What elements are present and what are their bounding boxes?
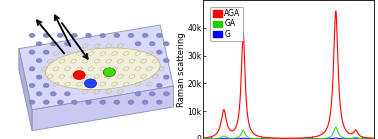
Circle shape: [84, 79, 96, 88]
Circle shape: [71, 33, 77, 38]
Circle shape: [142, 100, 148, 104]
Circle shape: [43, 83, 49, 88]
Circle shape: [57, 33, 64, 38]
Circle shape: [163, 92, 169, 96]
Circle shape: [103, 68, 115, 77]
Circle shape: [85, 100, 91, 104]
Circle shape: [36, 75, 42, 79]
Circle shape: [29, 100, 35, 104]
Legend: AGA, GA, G: AGA, GA, G: [210, 7, 243, 41]
Circle shape: [43, 50, 49, 54]
Circle shape: [71, 100, 77, 104]
Circle shape: [128, 100, 134, 104]
Circle shape: [29, 33, 35, 38]
Circle shape: [142, 33, 148, 38]
Circle shape: [29, 50, 35, 54]
Circle shape: [50, 92, 56, 96]
Y-axis label: Raman scattering: Raman scattering: [177, 32, 186, 107]
Circle shape: [128, 33, 134, 38]
Polygon shape: [19, 25, 174, 110]
Circle shape: [43, 33, 49, 38]
Circle shape: [135, 92, 141, 96]
Circle shape: [163, 58, 169, 63]
Circle shape: [36, 92, 42, 96]
Circle shape: [163, 42, 169, 46]
Polygon shape: [32, 86, 174, 131]
Circle shape: [64, 42, 70, 46]
Circle shape: [114, 100, 120, 104]
Circle shape: [36, 58, 42, 63]
Circle shape: [114, 33, 120, 38]
Circle shape: [64, 92, 70, 96]
Circle shape: [29, 67, 35, 71]
Circle shape: [50, 42, 56, 46]
Circle shape: [156, 100, 162, 104]
Circle shape: [43, 100, 49, 104]
Circle shape: [149, 42, 155, 46]
Polygon shape: [45, 48, 160, 90]
Circle shape: [156, 50, 162, 54]
Polygon shape: [19, 49, 32, 131]
Circle shape: [73, 71, 85, 80]
Circle shape: [149, 92, 155, 96]
Circle shape: [135, 42, 141, 46]
Circle shape: [156, 33, 162, 38]
Circle shape: [163, 75, 169, 79]
Circle shape: [29, 83, 35, 88]
Circle shape: [57, 100, 64, 104]
Circle shape: [36, 42, 42, 46]
Circle shape: [85, 33, 91, 38]
Circle shape: [100, 33, 106, 38]
Circle shape: [156, 83, 162, 88]
Circle shape: [100, 100, 106, 104]
